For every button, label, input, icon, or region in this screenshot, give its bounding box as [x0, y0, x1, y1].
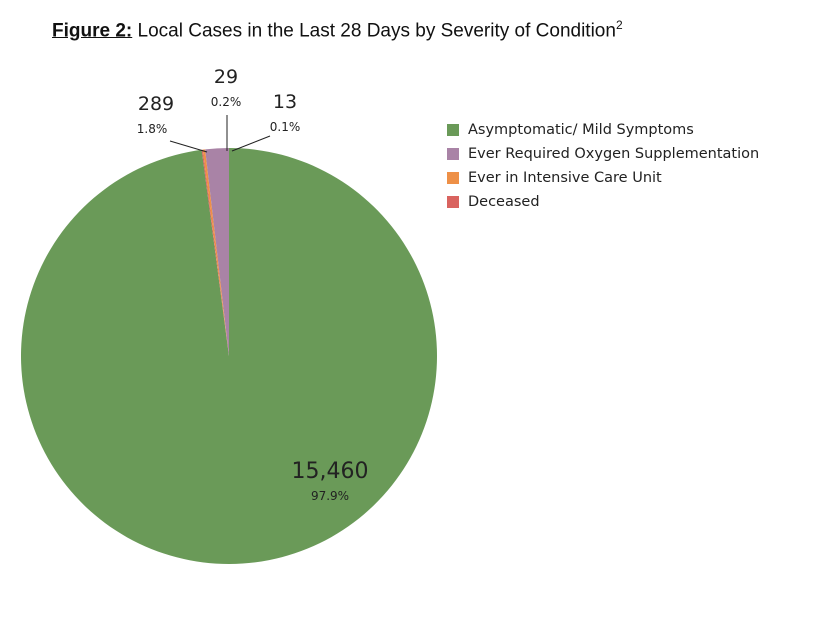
legend-label: Asymptomatic/ Mild Symptoms [468, 122, 694, 138]
legend-item: Deceased [447, 190, 759, 214]
legend-label: Ever Required Oxygen Supplementation [468, 146, 760, 162]
data-label: 289 [138, 93, 174, 115]
leader-line [231, 135, 271, 152]
pie-slice [205, 148, 229, 356]
footnote-marker: 2 [615, 18, 623, 32]
legend-label: Ever in Intensive Care Unit [468, 170, 662, 186]
percent-label: 97.9% [311, 489, 349, 503]
percent-label: 0.2% [211, 95, 242, 109]
leader-line [169, 140, 208, 153]
legend-swatch [447, 172, 459, 184]
data-label: 29 [214, 66, 238, 88]
percent-label: 0.1% [270, 120, 301, 134]
data-label: 13 [273, 91, 297, 113]
data-label: 15,460 [292, 459, 369, 484]
pie-slice [20, 148, 437, 564]
chart-title: Figure 2: Local Cases in the Last 28 Day… [52, 18, 623, 42]
legend: Asymptomatic/ Mild Symptoms Ever Required… [447, 118, 759, 214]
pie-slice [202, 149, 229, 356]
legend-swatch [447, 124, 459, 136]
title-text: Local Cases in the Last 28 Days by Sever… [137, 20, 616, 42]
pie-slice [201, 149, 229, 356]
legend-swatch [447, 196, 459, 208]
legend-item: Ever Required Oxygen Supplementation [447, 142, 759, 166]
legend-label: Deceased [468, 194, 540, 210]
percent-label: 1.8% [137, 122, 168, 136]
figure-number: Figure 2: [52, 20, 133, 42]
legend-item: Ever in Intensive Care Unit [447, 166, 759, 190]
legend-item: Asymptomatic/ Mild Symptoms [447, 118, 759, 142]
legend-swatch [447, 148, 459, 160]
